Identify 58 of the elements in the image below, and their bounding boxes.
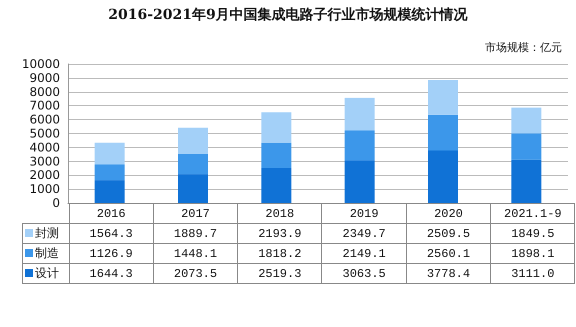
data-label: 3063.5 [322, 264, 406, 284]
data-label: 2073.5 [153, 264, 238, 284]
data-label: 2509.5 [406, 224, 491, 244]
data-label: 1849.5 [490, 224, 575, 244]
bar [344, 130, 375, 160]
bar [261, 168, 292, 203]
bar [94, 180, 125, 203]
data-label: 2149.1 [322, 244, 406, 264]
bar [428, 114, 458, 150]
bar [344, 98, 375, 131]
bar [94, 142, 125, 164]
data-label: 1126.9 [69, 244, 154, 264]
y-tick-label: 2000 [29, 168, 60, 182]
y-tick-label: 5000 [29, 126, 60, 140]
x-tick-label: 2020 [406, 204, 491, 224]
chart-title: 2016-2021年9月中国集成电路子行业市场规模统计情况 [107, 6, 469, 24]
data-label: 1818.2 [238, 244, 322, 264]
data-label: 3111.0 [490, 264, 575, 284]
bar [511, 133, 542, 160]
data-label: 1448.1 [153, 244, 238, 264]
data-label: 1898.1 [490, 244, 575, 264]
bar [428, 150, 458, 203]
data-label: 2349.7 [322, 224, 406, 244]
bar [511, 108, 542, 134]
data-label: 3778.4 [406, 264, 491, 284]
bar [178, 154, 208, 174]
bar [94, 164, 125, 180]
y-tick-label: 3000 [29, 154, 60, 168]
x-tick-label: 2017 [153, 204, 238, 224]
y-tick-label: 8000 [29, 84, 60, 99]
text: 市场规模：亿元 [485, 40, 562, 55]
bar [344, 160, 375, 203]
y-tick-label: 4000 [29, 140, 60, 154]
y-tick-label: 0 [52, 196, 60, 210]
data-label: 2560.1 [406, 244, 491, 264]
x-tick-label: 2021.1-9 [490, 204, 575, 224]
data-label: 2193.9 [238, 224, 322, 244]
x-tick-label: 2018 [238, 204, 322, 224]
bar [511, 160, 542, 203]
data-label: 1564.3 [69, 224, 154, 244]
y-tick-label: 9000 [29, 70, 60, 85]
data-label: 1644.3 [69, 264, 154, 284]
data-label: 2519.3 [238, 264, 322, 284]
x-tick-label: 2016 [69, 204, 154, 224]
x-tick-label: 2019 [322, 204, 406, 224]
y-tick-label: 10000 [22, 57, 60, 71]
data-label: 1889.7 [153, 224, 238, 244]
bar [178, 174, 208, 203]
bar [261, 142, 292, 168]
y-tick-label: 1000 [29, 182, 60, 196]
y-tick-label: 6000 [29, 112, 60, 127]
bar [178, 128, 208, 154]
bar [261, 112, 292, 143]
bar [428, 80, 458, 115]
y-tick-label: 7000 [29, 98, 60, 113]
legend-label: 封测 [22, 224, 69, 244]
legend-label: 制造 [22, 244, 69, 264]
legend-label: 设计 [22, 264, 69, 284]
